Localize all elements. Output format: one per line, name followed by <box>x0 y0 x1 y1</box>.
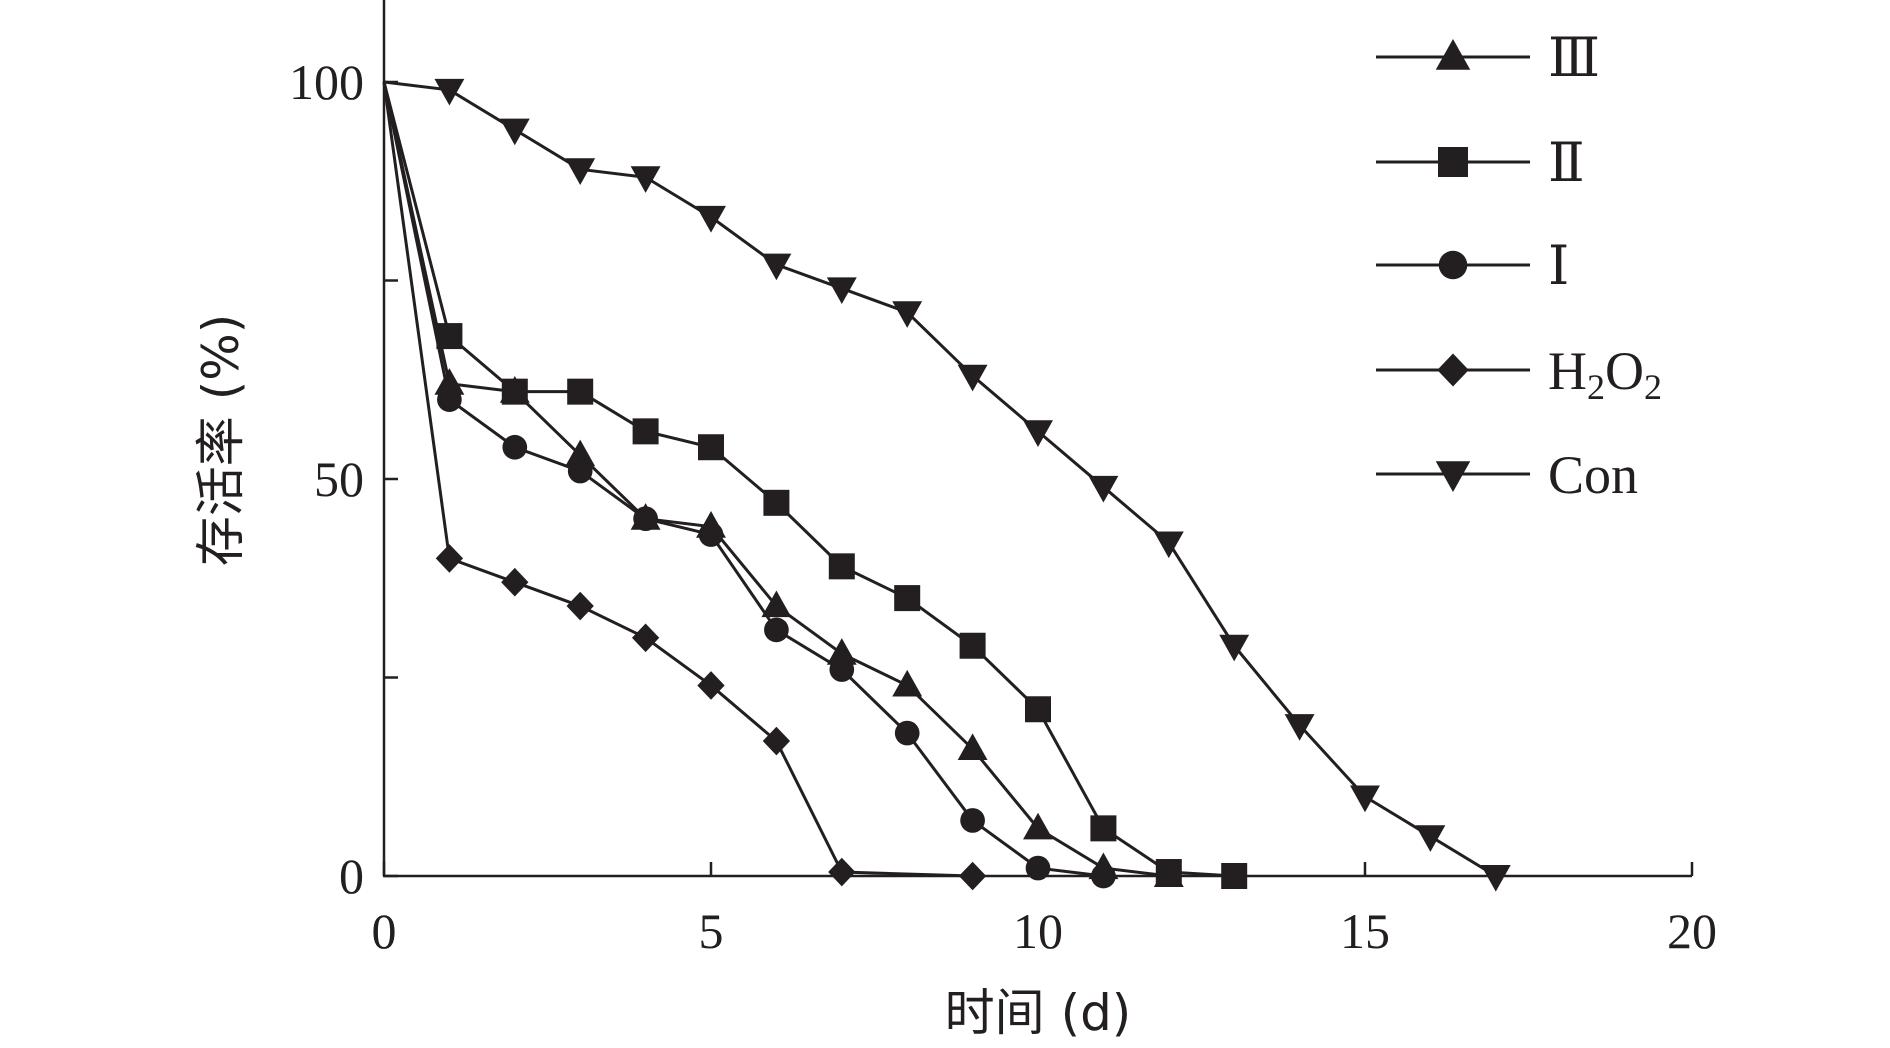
legend-label: Ⅰ <box>1548 236 1569 296</box>
series-5-point <box>1481 865 1511 892</box>
series-5 <box>384 79 1511 892</box>
legend-entry: H2O2 <box>1376 341 1662 407</box>
series-2-point <box>960 633 986 659</box>
series-2-point <box>1025 696 1051 722</box>
series-5-point <box>1415 825 1445 852</box>
series-3-point <box>502 435 527 460</box>
series-3-point <box>633 506 658 531</box>
series-5-point <box>1088 476 1118 503</box>
series-3 <box>384 82 1116 888</box>
series-3-point <box>1091 864 1116 889</box>
series-4-point <box>436 544 463 573</box>
y-tick-label: 0 <box>339 848 364 904</box>
legend-label: Ⅲ <box>1548 28 1600 88</box>
x-tick-label: 0 <box>372 903 397 959</box>
series-4-point <box>828 858 855 887</box>
legend-label: Con <box>1548 445 1638 505</box>
series-2-point <box>567 379 593 405</box>
legend-label: Ⅱ <box>1548 133 1585 193</box>
legend-entry: Ⅲ <box>1376 28 1600 88</box>
series-5-point <box>500 119 530 146</box>
series-2-point <box>1156 859 1182 885</box>
x-axis-title: 时间 (d) <box>945 984 1132 1042</box>
x-tick-label: 5 <box>699 903 724 959</box>
legend-marker <box>1438 147 1468 177</box>
series-layer <box>384 79 1511 892</box>
series-1-line <box>384 82 1169 876</box>
series-3-point <box>568 459 593 484</box>
y-tick-label: 100 <box>289 54 364 110</box>
tick-labels: 0 5 10 15 20 0 50 100 <box>289 54 1717 959</box>
legend: Ⅲ Ⅱ Ⅰ H2O2 Con <box>1376 28 1662 505</box>
legend-marker <box>1437 354 1469 387</box>
series-5-point <box>1350 786 1380 813</box>
series-3-line <box>384 82 1103 876</box>
series-3-point <box>699 522 724 547</box>
series-2-point <box>502 379 528 405</box>
series-2-point <box>763 490 789 516</box>
series-3-point <box>829 657 854 682</box>
legend-entry: Con <box>1376 445 1638 505</box>
series-2-point <box>894 585 920 611</box>
series-4-point <box>959 862 986 891</box>
x-tick-label: 20 <box>1667 903 1717 959</box>
legend-entry: Ⅱ <box>1376 133 1585 193</box>
series-1-point <box>892 670 922 697</box>
series-4-line <box>384 82 973 876</box>
series-2 <box>384 82 1247 889</box>
legend-label: H2O2 <box>1548 341 1662 407</box>
series-2-point <box>1221 863 1247 889</box>
series-2-point <box>829 553 855 579</box>
series-3-point <box>895 721 920 746</box>
series-3-point <box>437 387 462 412</box>
series-2-point <box>1090 815 1116 841</box>
legend-marker <box>1436 461 1471 492</box>
series-2-point <box>436 323 462 349</box>
series-1 <box>384 82 1184 887</box>
series-2-point <box>698 434 724 460</box>
series-3-point <box>764 618 789 643</box>
series-5-line <box>384 82 1496 876</box>
series-4-point <box>567 592 594 621</box>
series-3-point <box>1026 856 1051 881</box>
legend-entry: Ⅰ <box>1376 236 1569 296</box>
y-axis-title: 存活率 (%) <box>192 314 250 566</box>
series-5-point <box>434 79 464 106</box>
x-tick-label: 10 <box>1013 903 1063 959</box>
series-4-point <box>501 568 528 597</box>
series-5-point <box>696 206 726 233</box>
y-tick-label: 50 <box>314 451 364 507</box>
series-5-point <box>1154 531 1184 558</box>
x-tick-label: 15 <box>1340 903 1390 959</box>
legend-marker <box>1439 251 1468 280</box>
series-4-point <box>632 624 659 653</box>
legend-marker <box>1436 39 1471 70</box>
series-3-point <box>960 808 985 833</box>
series-2-point <box>633 418 659 444</box>
series-5-point <box>631 166 661 193</box>
series-4 <box>384 82 986 890</box>
series-5-point <box>958 365 988 392</box>
series-5-point <box>1023 420 1053 447</box>
